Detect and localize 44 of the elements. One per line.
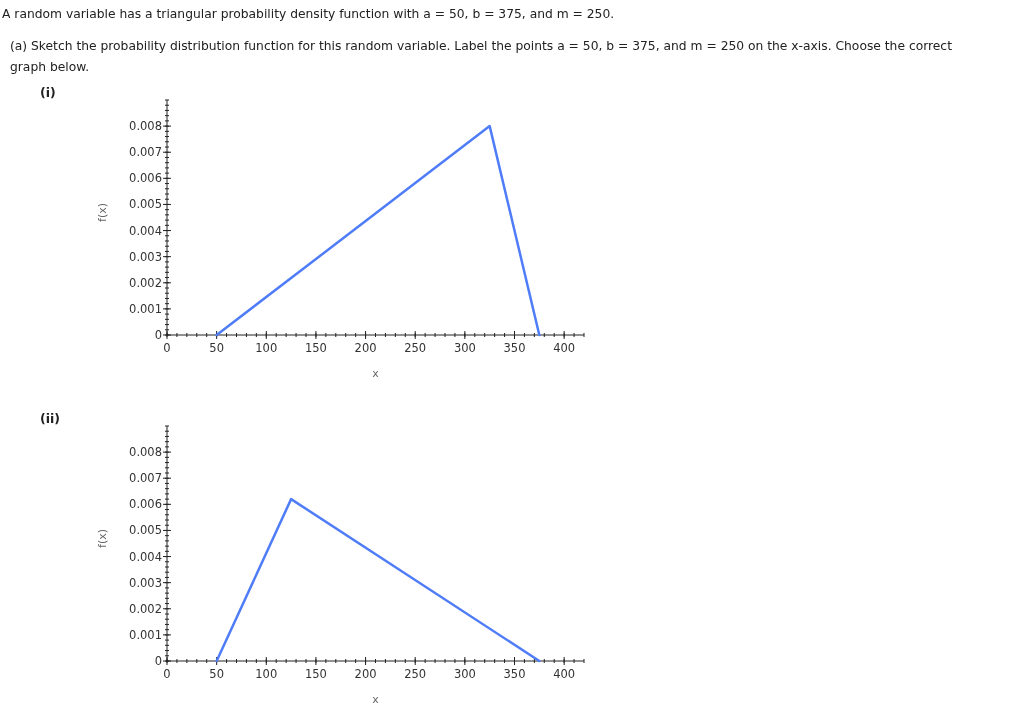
y-tick-label: 0.007	[129, 145, 162, 160]
x-tick-label: 250	[404, 341, 427, 355]
x-tick-label: 300	[453, 341, 476, 355]
x-tick-label: 100	[255, 341, 278, 355]
y-tick-label: 0.006	[129, 171, 162, 186]
y-tick-label: 0	[154, 328, 162, 342]
y-axis-title: f(x)	[96, 529, 109, 548]
x-tick-label: 50	[209, 341, 224, 355]
y-tick-label: 0.006	[129, 497, 162, 512]
y-tick-label: 0.004	[129, 223, 162, 238]
y-tick-label: 0.008	[129, 445, 162, 460]
y-tick-label: 0.003	[129, 249, 162, 264]
x-tick-label: 150	[304, 341, 327, 355]
y-tick-label: 0.008	[129, 119, 162, 134]
x-tick-label: 150	[304, 667, 327, 681]
text: A random variable has a triangular probability density function with a = 50, b = 375, and m = 250.	[2, 7, 615, 21]
y-tick-label: 0	[154, 654, 162, 668]
y-axis-title: f(x)	[96, 203, 109, 222]
x-tick-label: 400	[553, 667, 576, 681]
x-tick-label: 300	[453, 667, 476, 681]
x-tick-label: 0	[163, 667, 171, 681]
text: (i)	[40, 85, 56, 100]
y-tick-label: 0.005	[129, 523, 162, 538]
x-axis-title: x	[372, 367, 380, 380]
x-tick-label: 350	[503, 341, 526, 355]
y-tick-label: 0.001	[129, 627, 162, 642]
text: (ii)	[40, 411, 60, 426]
x-tick-label: 250	[404, 667, 427, 681]
y-tick-label: 0.002	[129, 601, 162, 616]
x-tick-label: 400	[553, 341, 576, 355]
y-tick-label: 0.002	[129, 275, 162, 290]
text: (a) Sketch the probability distribution function for this random variable. Label the points a = 50, b = 375, and m = 250 on the x-axis. Choose the correct graph below.	[10, 39, 952, 74]
x-tick-label: 50	[209, 667, 224, 681]
y-tick-label: 0.003	[129, 575, 162, 590]
x-tick-label: 200	[354, 667, 377, 681]
y-tick-label: 0.007	[129, 471, 162, 486]
y-tick-label: 0.004	[129, 549, 162, 564]
x-axis-title: x	[372, 693, 380, 706]
x-tick-label: 100	[255, 667, 278, 681]
x-tick-label: 0	[163, 341, 171, 355]
x-tick-label: 350	[503, 667, 526, 681]
y-tick-label: 0.005	[129, 197, 162, 212]
y-tick-label: 0.001	[129, 301, 162, 316]
x-tick-label: 200	[354, 341, 377, 355]
